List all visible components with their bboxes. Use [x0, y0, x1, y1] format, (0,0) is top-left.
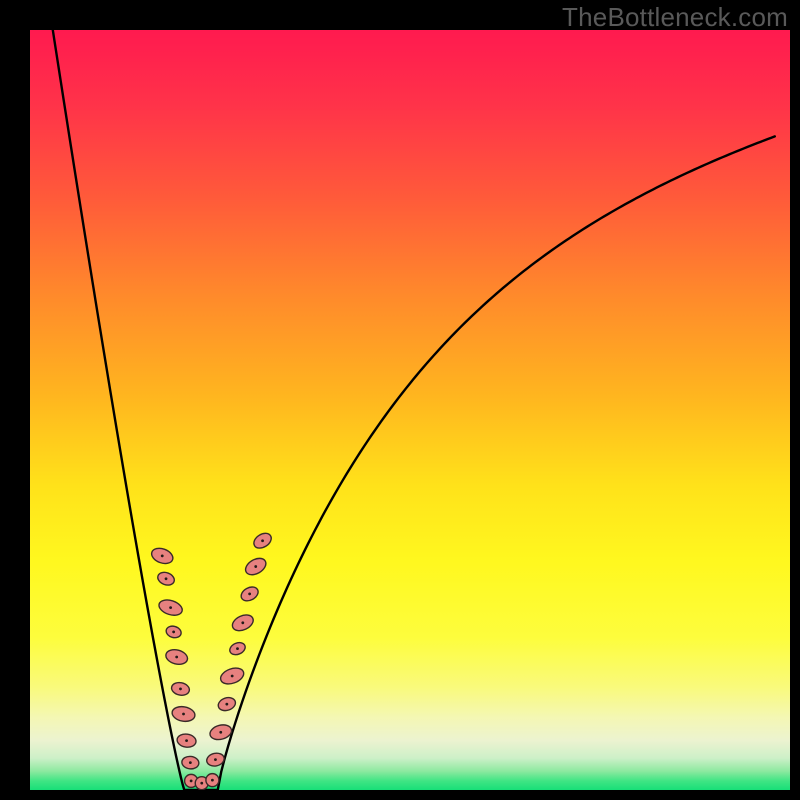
bottleneck-curve: [53, 30, 775, 790]
bead-group: [150, 530, 274, 789]
bead-joint-dot: [169, 606, 172, 609]
bead-joint-dot: [219, 731, 222, 734]
bead-joint-dot: [190, 779, 193, 782]
bead-joint-dot: [211, 779, 214, 782]
bead-joint-dot: [185, 739, 188, 742]
bead-joint-dot: [172, 631, 175, 634]
bead-joint-dot: [165, 577, 168, 580]
bead-joint-dot: [236, 647, 239, 650]
bead-joint-dot: [254, 565, 257, 568]
bead-joint-dot: [161, 555, 164, 558]
plot-area: [30, 30, 790, 790]
bead-joint-dot: [200, 782, 203, 785]
watermark-text: TheBottleneck.com: [562, 2, 788, 33]
bead-joint-dot: [225, 703, 228, 706]
bead-joint-dot: [189, 761, 192, 764]
bead-joint-dot: [214, 758, 217, 761]
bead-joint-dot: [261, 539, 264, 542]
bead-joint-dot: [179, 688, 182, 691]
bead-joint-dot: [241, 621, 244, 624]
bead-joint-dot: [175, 656, 178, 659]
curve-layer: [30, 30, 790, 790]
bead-joint-dot: [182, 713, 185, 716]
bead-joint-dot: [231, 675, 234, 678]
bead-joint-dot: [248, 593, 251, 596]
stage: TheBottleneck.com: [0, 0, 800, 800]
